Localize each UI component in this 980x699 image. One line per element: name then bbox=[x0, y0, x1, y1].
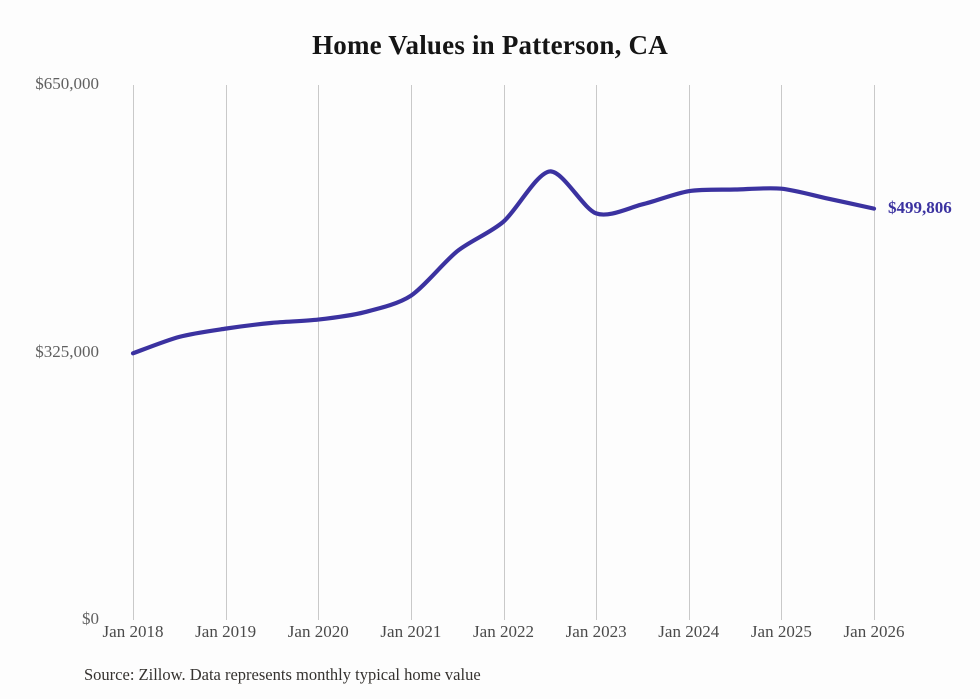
gridline bbox=[781, 85, 783, 620]
x-tick-label: Jan 2024 bbox=[658, 622, 720, 641]
end-value-annotation: $499,806 bbox=[888, 197, 952, 217]
gridline bbox=[225, 85, 227, 620]
y-tick-label: $650,000 bbox=[35, 74, 99, 93]
gridline bbox=[503, 85, 505, 620]
x-tick-label: Jan 2018 bbox=[102, 622, 164, 641]
x-tick-label: Jan 2019 bbox=[195, 622, 257, 641]
x-tick-label: Jan 2020 bbox=[287, 622, 349, 641]
source-note: Source: Zillow. Data represents monthly … bbox=[84, 665, 481, 684]
x-tick-label: Jan 2023 bbox=[565, 622, 627, 641]
y-tick-label: $325,000 bbox=[35, 341, 99, 361]
gridline bbox=[874, 85, 875, 620]
x-tick-label: Jan 2026 bbox=[843, 622, 905, 641]
y-axis-labels: $650,000 $325,000 $0 bbox=[0, 0, 99, 699]
gridline bbox=[596, 85, 598, 620]
x-tick-label: Jan 2021 bbox=[380, 622, 442, 641]
y-tick-label: $0 bbox=[82, 609, 99, 628]
gridline bbox=[410, 85, 412, 620]
gridline bbox=[318, 85, 320, 620]
x-tick-label: Jan 2022 bbox=[473, 622, 534, 641]
page-title: Home Values in Patterson, CA bbox=[312, 30, 668, 60]
x-tick-label: Jan 2025 bbox=[750, 622, 812, 641]
series-path-typical-home-value bbox=[130, 169, 877, 356]
gridline bbox=[688, 85, 690, 620]
